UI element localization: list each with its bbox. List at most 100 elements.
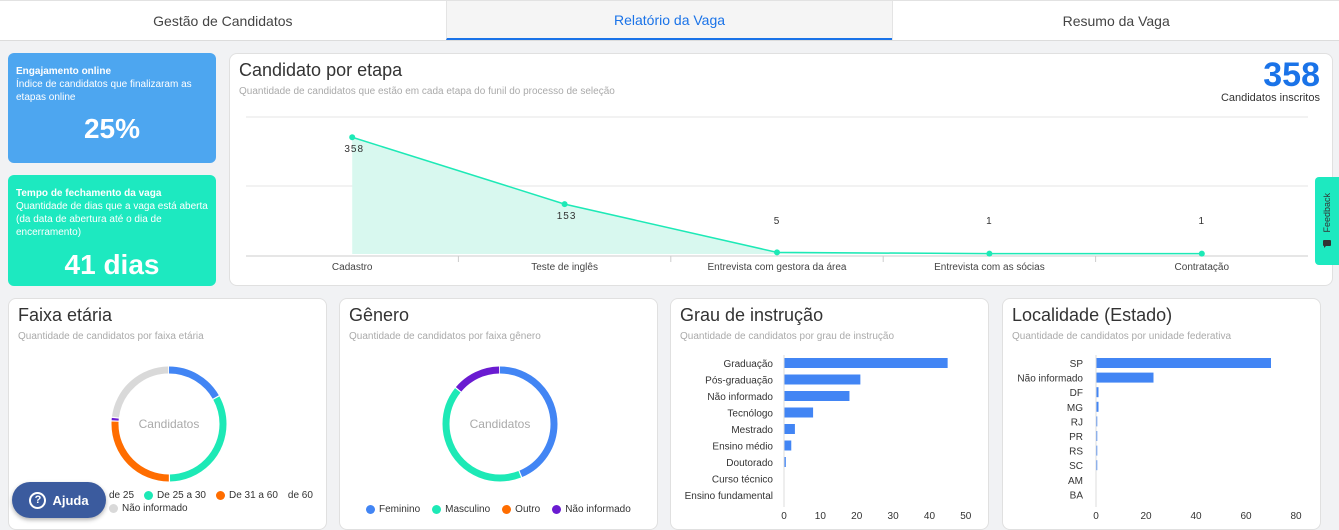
closing-time-desc: Quantidade de dias que a vaga está abert… — [16, 201, 208, 238]
donut-slice — [111, 366, 227, 482]
gender-subtitle: Quantidade de candidatos por faixa gêner… — [349, 331, 541, 342]
location-title: Localidade (Estado) — [1012, 305, 1173, 325]
bar — [1096, 416, 1098, 427]
engagement-title: Engajamento online — [16, 66, 112, 77]
engagement-value: 25% — [83, 113, 141, 144]
bar-category-label: Doutorado — [726, 458, 773, 469]
tab-gestao-candidatos[interactable]: Gestão de Candidatos — [153, 12, 293, 29]
funnel-chart: 358 Cadastro 153 Teste de inglês 5 Entrevista… — [246, 116, 1308, 273]
funnel-data-label: 153 — [557, 211, 577, 222]
gender-legend-item[interactable]: Outro — [502, 504, 540, 515]
bar — [1096, 460, 1098, 471]
age-subtitle: Quantidade de candidatos por faixa etári… — [18, 331, 204, 342]
bar — [784, 424, 795, 434]
gender-legend-item[interactable]: Feminino — [366, 504, 420, 515]
age-legend-label: De 31 a 60 — [228, 490, 278, 501]
bar — [1096, 401, 1099, 412]
gender-donut-chart: Candidatos — [442, 366, 558, 482]
donut-slice — [442, 366, 558, 482]
bar — [784, 407, 814, 418]
x-tick-label: 20 — [1140, 511, 1152, 522]
funnel-title: Candidato por etapa — [239, 60, 403, 80]
bar-category-label: SC — [1069, 461, 1083, 472]
age-legend-label: De 25 a 30 — [157, 490, 206, 501]
age-legend-item[interactable]: de 60 — [288, 490, 313, 501]
bar-category-label: SP — [1070, 359, 1084, 370]
education-title: Grau de instrução — [680, 305, 824, 325]
gender-title: Gênero — [349, 305, 410, 325]
bar — [784, 457, 786, 467]
x-tick-label: 0 — [1093, 511, 1099, 522]
funnel-category-label: Teste de inglês — [531, 262, 598, 273]
bar-category-label: AM — [1068, 476, 1083, 487]
funnel-point — [561, 201, 568, 208]
bar-category-label: Não informado — [1017, 374, 1083, 385]
legend-dot-icon — [552, 505, 562, 514]
age-legend-item[interactable]: De 25 a 30 — [144, 490, 206, 501]
age-legend: de 25 De 25 a 30 De 31 a 60 de 60 Não in… — [109, 490, 324, 514]
total-candidates-value: 358 — [1263, 56, 1320, 94]
help-label: Ajuda — [52, 492, 89, 508]
gender-legend-item[interactable]: Masculino — [432, 504, 490, 515]
legend-dot-icon — [215, 491, 225, 500]
question-icon: ? — [29, 491, 47, 509]
bar — [1096, 358, 1271, 368]
closing-time-value: 41 dias — [64, 249, 160, 280]
legend-dot-icon — [432, 505, 442, 514]
x-tick-label: 0 — [781, 511, 787, 522]
age-legend-label: Não informado — [122, 503, 188, 514]
bar-category-label: Ensino médio — [712, 442, 773, 453]
engagement-desc: Índice de candidatos que finalizaram as … — [16, 79, 192, 103]
funnel-card: Candidato por etapa Quantidade de candid… — [229, 53, 1333, 286]
bar-category-label: BA — [1070, 490, 1084, 501]
education-bar-chart: Graduação Pós-graduação Não informado Tecnó… — [685, 355, 972, 522]
x-tick-label: 60 — [1240, 511, 1252, 522]
age-donut-chart: Candidatos — [111, 366, 227, 482]
gender-legend-label: Feminino — [379, 504, 421, 515]
feedback-tab[interactable]: Feedback — [1315, 177, 1339, 265]
bar-category-label: Curso técnico — [712, 475, 774, 486]
funnel-data-label: 1 — [986, 216, 993, 227]
tab-resumo-vaga[interactable]: Resumo da Vaga — [892, 1, 1339, 40]
bar — [784, 440, 792, 451]
legend-dot-icon — [109, 504, 118, 513]
education-subtitle: Quantidade de candidatos por grau de ins… — [680, 331, 895, 342]
funnel-data-label: 358 — [344, 144, 364, 155]
age-legend-item[interactable]: Não informado — [109, 503, 188, 514]
bar-category-label: Pós-graduação — [705, 376, 773, 387]
age-legend-item[interactable]: De 31 a 60 — [215, 490, 278, 501]
total-candidates: 358 Candidatos inscritos — [1221, 58, 1320, 104]
funnel-category-label: Entrevista com as sócias — [934, 262, 1045, 273]
bar-category-label: RJ — [1071, 417, 1083, 428]
bar-category-label: PR — [1069, 432, 1083, 443]
donut-slice — [111, 366, 227, 482]
bar — [1096, 387, 1099, 398]
help-button[interactable]: ? Ajuda — [12, 482, 106, 518]
funnel-data-label: 5 — [774, 216, 781, 227]
x-tick-label: 30 — [888, 511, 900, 522]
legend-dot-icon — [366, 505, 375, 514]
bar — [1096, 372, 1154, 383]
x-tick-label: 10 — [815, 511, 827, 522]
location-bar-chart: SP Não informado DF MG RJ PR RS SC AM BA 0 20 40 60 80 — [1017, 355, 1302, 522]
donut-slice — [442, 366, 558, 482]
funnel-point — [774, 249, 780, 256]
funnel-category-label: Contratação — [1175, 262, 1230, 273]
education-card: Grau de instrução Quantidade de candidat… — [670, 298, 989, 530]
x-tick-label: 20 — [851, 511, 863, 522]
age-legend-item[interactable]: de 25 — [109, 490, 134, 501]
gender-legend-item[interactable]: Não informado — [552, 504, 631, 515]
bar-category-label: Não informado — [707, 392, 773, 403]
legend-dot-icon — [502, 505, 512, 514]
bar-category-label: DF — [1070, 388, 1083, 399]
legend-dot-icon — [144, 491, 154, 500]
x-tick-label: 40 — [1190, 511, 1202, 522]
donut-center-label: Candidatos — [470, 417, 531, 431]
tab-relatorio-vaga[interactable]: Relatório da Vaga — [445, 1, 893, 40]
tab-bar: Gestão de Candidatos Relatório da Vaga R… — [0, 0, 1339, 41]
x-tick-label: 80 — [1290, 511, 1302, 522]
gender-legend-label: Não informado — [565, 504, 631, 515]
x-tick-label: 40 — [924, 511, 936, 522]
funnel-category-label: Entrevista com gestora da área — [708, 262, 847, 273]
gender-legend-label: Outro — [515, 504, 541, 515]
